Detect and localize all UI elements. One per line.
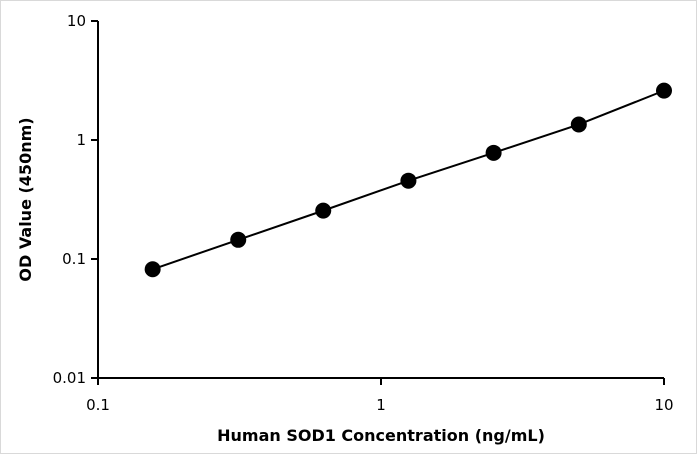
x-tick-label: 1 xyxy=(376,396,386,414)
x-axis-title: Human SOD1 Concentration (ng/mL) xyxy=(217,426,545,445)
data-point xyxy=(400,172,417,189)
axes xyxy=(97,21,664,379)
y-tick-label: 0.1 xyxy=(62,250,86,268)
y-tick-label: 10 xyxy=(67,12,86,30)
data-point xyxy=(570,116,587,133)
data-point xyxy=(144,261,161,278)
y-tick-label: 1 xyxy=(76,131,86,149)
data-point xyxy=(315,202,332,219)
data-points-layer xyxy=(144,82,672,278)
x-tick-label: 0.1 xyxy=(86,396,110,414)
y-axis-title: OD Value (450nm) xyxy=(16,117,35,281)
tick-marks xyxy=(91,20,665,385)
x-tick-label: 10 xyxy=(654,396,673,414)
data-point xyxy=(230,231,247,248)
data-point xyxy=(656,82,672,99)
y-tick-label: 0.01 xyxy=(53,369,86,387)
data-point xyxy=(485,144,502,161)
